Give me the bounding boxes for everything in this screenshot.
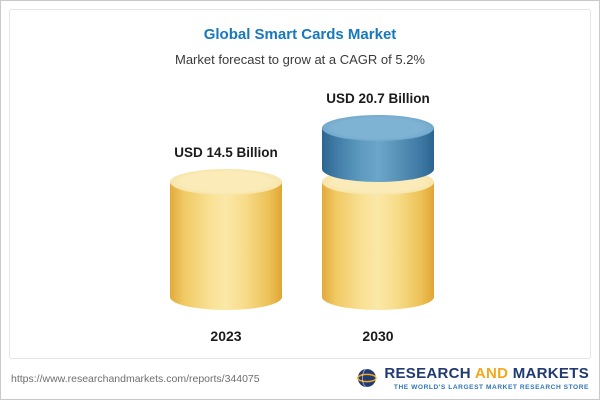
cylinder-2030-top-cap [322,114,434,141]
logo-wordmark: RESEARCH AND MARKETS [384,365,589,382]
researchandmarkets-logo-text: RESEARCH AND MARKETS THE WORLD'S LARGEST… [384,365,589,391]
cylinder-2023-segment [170,169,282,310]
researchandmarkets-logo: RESEARCH AND MARKETS THE WORLD'S LARGEST… [356,365,589,391]
bar-2030: USD 20.7 Billion [322,91,434,310]
value-label-2023: USD 14.5 Billion [174,145,278,161]
cylinder-2023-body [170,182,282,310]
cylinder-2023-top-cap [170,169,282,196]
chart-card: Global Smart Cards Market Market forecas… [9,9,591,359]
chart-subtitle: Market forecast to grow at a CAGR of 5.2… [175,52,425,67]
chart-title: Global Smart Cards Market [203,26,397,43]
logo-word-markets: MARKETS [512,365,589,382]
cylinder-2030-growth-segment [322,114,434,183]
category-label-2030: 2030 [362,328,394,344]
cylinder-2030-base-segment [322,169,434,310]
logo-word-research: RESEARCH [384,365,471,382]
value-label-2030: USD 20.7 Billion [326,90,430,106]
logo-tagline: THE WORLD'S LARGEST MARKET RESEARCH STOR… [393,384,589,391]
logo-word-and: AND [474,365,509,382]
cylinder-2030-base-body [322,182,434,310]
cylinder-2023 [170,169,282,310]
researchandmarkets-logo-icon [357,368,378,388]
cylinder-2030 [322,114,434,310]
category-label-2023: 2023 [210,328,242,344]
bar-2023: USD 14.5 Billion [170,145,282,310]
report-url: https://www.researchandmarkets.com/repor… [11,373,260,385]
